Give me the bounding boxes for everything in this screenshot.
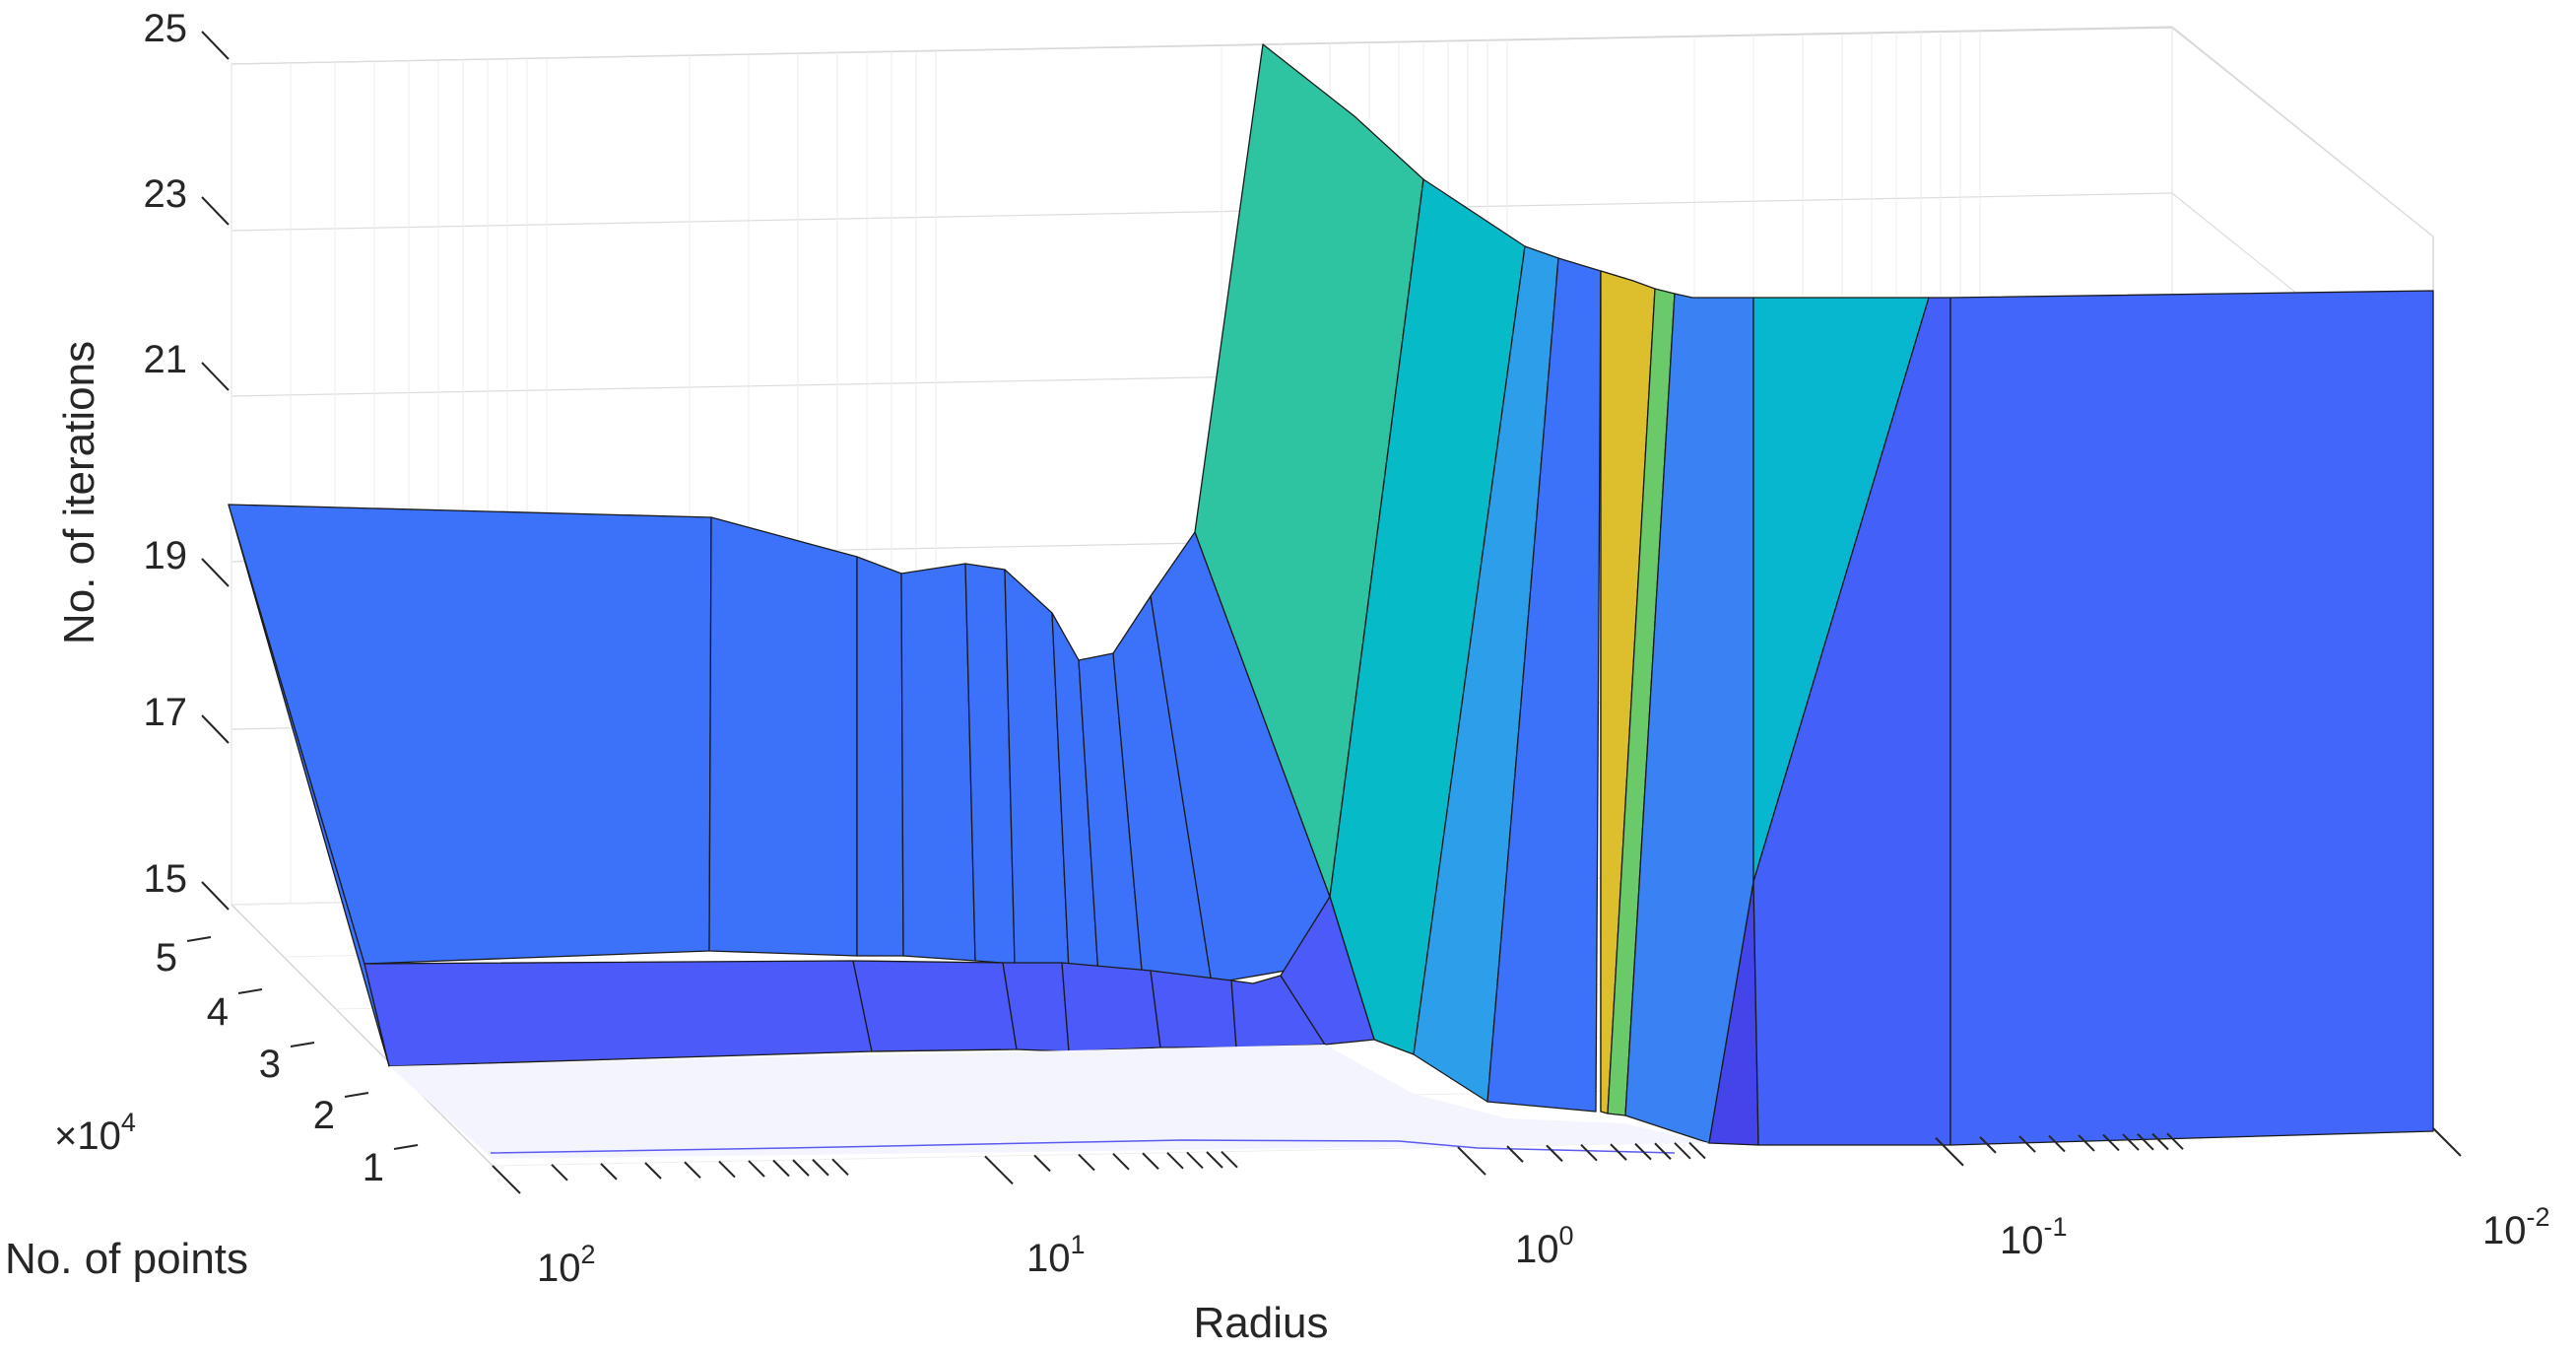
y-axis-title: No. of points <box>5 1235 248 1283</box>
z-tick-label: 23 <box>144 172 188 216</box>
x-tick <box>1979 1136 1997 1154</box>
z-tick <box>201 881 230 911</box>
x-tick <box>2151 1132 2169 1151</box>
x-tick <box>2018 1135 2036 1153</box>
x-tick <box>1610 1143 1627 1161</box>
surface-face <box>856 556 904 957</box>
x-tick <box>2137 1133 2154 1151</box>
surface-face <box>1280 896 1375 1046</box>
z-tick <box>201 714 230 744</box>
surface-face <box>852 960 1018 1052</box>
z-tick-label: 17 <box>144 691 188 734</box>
x-tick <box>1221 1151 1238 1169</box>
x-tick <box>1166 1152 1184 1170</box>
x-tick <box>2102 1133 2120 1152</box>
x-tick <box>1078 1153 1095 1172</box>
x-tick-label: 101 <box>1026 1230 1086 1280</box>
z-tick <box>201 558 230 587</box>
surface-floor <box>389 1045 1709 1159</box>
x-tick <box>772 1159 790 1178</box>
x-tick <box>1112 1153 1130 1171</box>
y-multiplier-exp: 4 <box>121 1108 136 1137</box>
y-multiplier-label: ×104 <box>54 1108 136 1158</box>
z-tick <box>201 196 230 226</box>
x-tick <box>1688 1141 1706 1160</box>
y-tick-label: 4 <box>207 990 229 1034</box>
surface-face <box>1061 962 1161 1052</box>
z-tick-label: 15 <box>144 857 188 901</box>
y-multiplier-base: ×10 <box>54 1115 121 1158</box>
y-tick <box>237 988 263 994</box>
x-tick <box>1142 1152 1159 1170</box>
x-tick <box>1206 1151 1223 1169</box>
x-tick <box>684 1161 701 1179</box>
x-tick <box>2078 1134 2095 1152</box>
z-axis-title: No. of iterations <box>55 341 103 644</box>
z-tick-label: 21 <box>144 338 188 381</box>
z-gridline <box>2171 26 2434 237</box>
y-tick <box>290 1042 315 1047</box>
z-tick-label: 25 <box>144 7 188 50</box>
y-tick <box>344 1092 369 1098</box>
x-tick <box>1654 1142 1672 1160</box>
x-tick <box>1674 1142 1691 1160</box>
z-tick <box>201 31 230 60</box>
surface-face <box>1949 290 2434 1146</box>
surface-face <box>363 960 873 1067</box>
z-gridline <box>231 192 2173 232</box>
x-tick-label: 102 <box>537 1240 596 1290</box>
box-edge <box>231 904 494 1167</box>
surface-face <box>1329 178 1526 1055</box>
x-tick <box>1935 1137 1964 1167</box>
surface-face <box>1150 970 1237 1048</box>
x-tick <box>2122 1133 2140 1151</box>
x-tick <box>1546 1144 1563 1163</box>
x-tick <box>551 1164 568 1182</box>
x-tick <box>1033 1154 1051 1173</box>
x-tick <box>984 1155 1014 1185</box>
x-axis-title: Radius <box>1194 1299 1329 1347</box>
x-tick <box>1457 1146 1486 1176</box>
surface-face <box>708 516 858 957</box>
x-tick-label: 100 <box>1515 1221 1574 1271</box>
x-tick <box>1186 1151 1204 1170</box>
y-tick <box>186 936 212 942</box>
x-tick <box>2432 1127 2462 1157</box>
x-tick <box>492 1165 521 1194</box>
x-tick <box>2048 1134 2066 1153</box>
y-tick-label: 2 <box>313 1094 335 1137</box>
z-tick <box>201 362 230 391</box>
surface-face <box>1194 43 1424 898</box>
x-tick <box>831 1158 849 1177</box>
surface-face <box>900 563 976 962</box>
x-tick <box>748 1160 765 1178</box>
x-tick-label: 10-2 <box>2482 1202 2550 1252</box>
y-tick-label: 1 <box>363 1146 384 1189</box>
x-tick <box>644 1162 662 1180</box>
surface-face <box>1486 257 1602 1113</box>
x-tick <box>718 1160 736 1179</box>
y-tick-label: 5 <box>156 936 177 979</box>
y-tick-label: 3 <box>259 1043 281 1086</box>
x-tick <box>1580 1143 1598 1162</box>
x-tick <box>812 1159 829 1177</box>
surface-layer <box>228 43 2434 1159</box>
ticks-layer <box>186 31 2462 1194</box>
surface-face <box>228 504 712 965</box>
x-tick <box>1634 1142 1652 1161</box>
z-gridline <box>231 26 2173 65</box>
x-tick <box>1506 1145 1524 1163</box>
x-tick-label: 10-1 <box>2000 1212 2068 1262</box>
x-tick <box>600 1163 618 1181</box>
z-tick-label: 19 <box>144 534 188 577</box>
x-tick <box>2166 1132 2184 1150</box>
x-tick <box>792 1159 810 1177</box>
y-tick <box>393 1144 419 1150</box>
